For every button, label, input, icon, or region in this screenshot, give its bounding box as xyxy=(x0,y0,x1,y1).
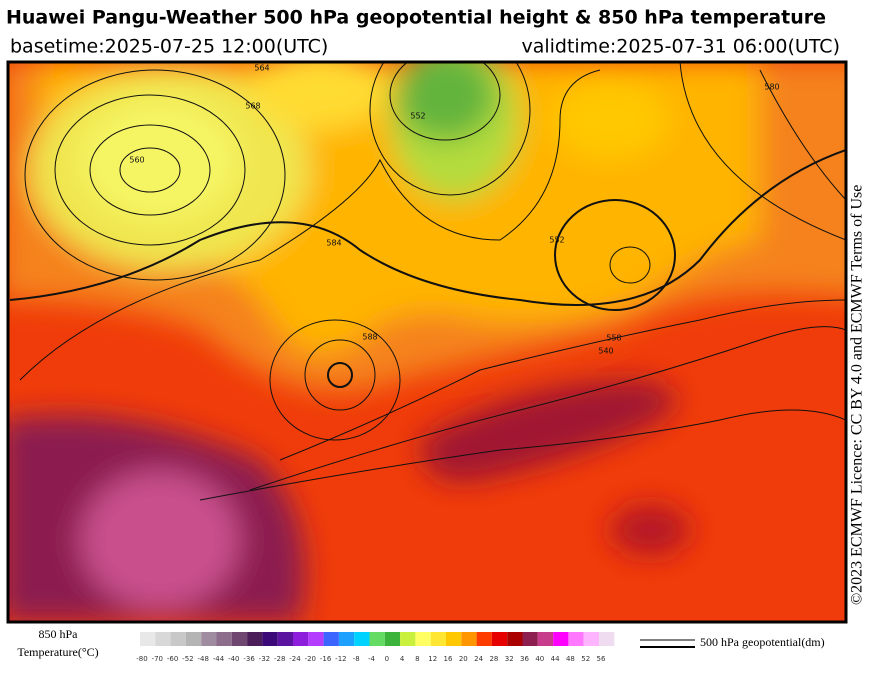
color-swatch xyxy=(553,632,569,646)
color-swatch xyxy=(262,632,278,646)
colorbar-label: -12 xyxy=(335,655,346,663)
colorbar-label: -20 xyxy=(305,655,316,663)
colorbar-label: 12 xyxy=(428,655,437,663)
colorbar-label: -4 xyxy=(368,655,376,663)
colorbar-label: 52 xyxy=(581,655,590,663)
color-swatch xyxy=(170,632,186,646)
colorbar-label: 0 xyxy=(385,655,389,663)
contour-label: 540 xyxy=(598,347,613,356)
color-swatch xyxy=(446,632,462,646)
color-swatch xyxy=(522,632,538,646)
color-swatch xyxy=(537,632,554,646)
color-swatch xyxy=(308,632,324,646)
colorbar-label: -32 xyxy=(259,655,270,663)
color-swatch xyxy=(491,632,508,646)
color-swatch xyxy=(568,632,584,646)
color-swatch xyxy=(400,632,416,646)
colorbar-label: 20 xyxy=(459,655,468,663)
colorbar-label: 16 xyxy=(444,655,453,663)
contour-label: 558 xyxy=(606,334,621,343)
color-swatch xyxy=(415,632,431,646)
color-swatch xyxy=(277,632,293,646)
color-swatch xyxy=(369,632,385,646)
colorbar-label: -48 xyxy=(197,655,208,663)
colorbar-label: 28 xyxy=(489,655,498,663)
colorbar-label: 4 xyxy=(400,655,405,663)
license: ©2023 ECMWF Licence: CC BY 4.0 and ECMWF… xyxy=(849,185,866,605)
map-frame xyxy=(6,60,848,624)
contour-label: 580 xyxy=(764,83,779,92)
colorbar-label: 40 xyxy=(535,655,544,663)
colorbar-label: 36 xyxy=(520,655,529,663)
contour-label: 552 xyxy=(549,236,564,245)
color-swatch xyxy=(338,632,355,646)
color-swatch xyxy=(216,632,232,646)
contour-label: 564 xyxy=(254,64,269,73)
contour-label: 588 xyxy=(362,333,377,342)
title: Huawei Pangu-Weather 500 hPa geopotentia… xyxy=(6,7,826,29)
color-swatch xyxy=(583,632,599,646)
color-swatch xyxy=(507,632,523,646)
colorbar-label: 8 xyxy=(415,655,419,663)
color-swatch xyxy=(293,632,309,646)
basetime: basetime:2025-07-25 12:00(UTC) xyxy=(10,36,328,58)
color-swatch xyxy=(201,632,217,646)
colorbar-label: -70 xyxy=(152,655,163,663)
color-swatch xyxy=(247,632,263,646)
legend-title: 850 hPa xyxy=(39,627,79,641)
contour-label: 552 xyxy=(410,112,425,121)
color-swatch xyxy=(476,632,492,646)
color-swatch xyxy=(354,632,370,646)
color-swatch xyxy=(461,632,477,646)
colorbar-label: -24 xyxy=(289,655,301,663)
colorbar-label: -40 xyxy=(228,655,239,663)
colorbar-label: 24 xyxy=(474,655,483,663)
color-swatch xyxy=(185,632,202,646)
colorbar-label: -60 xyxy=(167,655,178,663)
colorbar-label: -36 xyxy=(243,655,255,663)
colorbar-label: 44 xyxy=(551,655,560,663)
color-swatch xyxy=(140,632,156,646)
contour-label: 560 xyxy=(129,156,144,165)
legend-contour-label: 500 hPa geopotential(dm) xyxy=(700,635,825,649)
colorbar-label: -28 xyxy=(274,655,285,663)
colorbar-label: 32 xyxy=(505,655,514,663)
color-swatch xyxy=(430,632,446,646)
map: 564 568 560 584 588 552 552 558 540 580 xyxy=(8,62,846,622)
color-swatch xyxy=(323,632,339,646)
color-swatch xyxy=(155,632,171,646)
color-swatch xyxy=(384,632,401,646)
legend-unit: Temperature(°C) xyxy=(17,645,98,659)
contour-label: 568 xyxy=(245,102,260,111)
color-swatch xyxy=(599,632,615,646)
validtime: validtime:2025-07-31 06:00(UTC) xyxy=(521,36,840,58)
colorbar-label: -80 xyxy=(136,655,147,663)
colorbar-label: -8 xyxy=(353,655,360,663)
colorbar-label: 48 xyxy=(566,655,575,663)
colorbar-label: -52 xyxy=(182,655,193,663)
color-swatch xyxy=(231,632,248,646)
contour-label: 584 xyxy=(326,239,341,248)
colorbar-label: -44 xyxy=(213,655,225,663)
colorbar-label: -16 xyxy=(320,655,332,663)
colorbar-label: 56 xyxy=(597,655,606,663)
